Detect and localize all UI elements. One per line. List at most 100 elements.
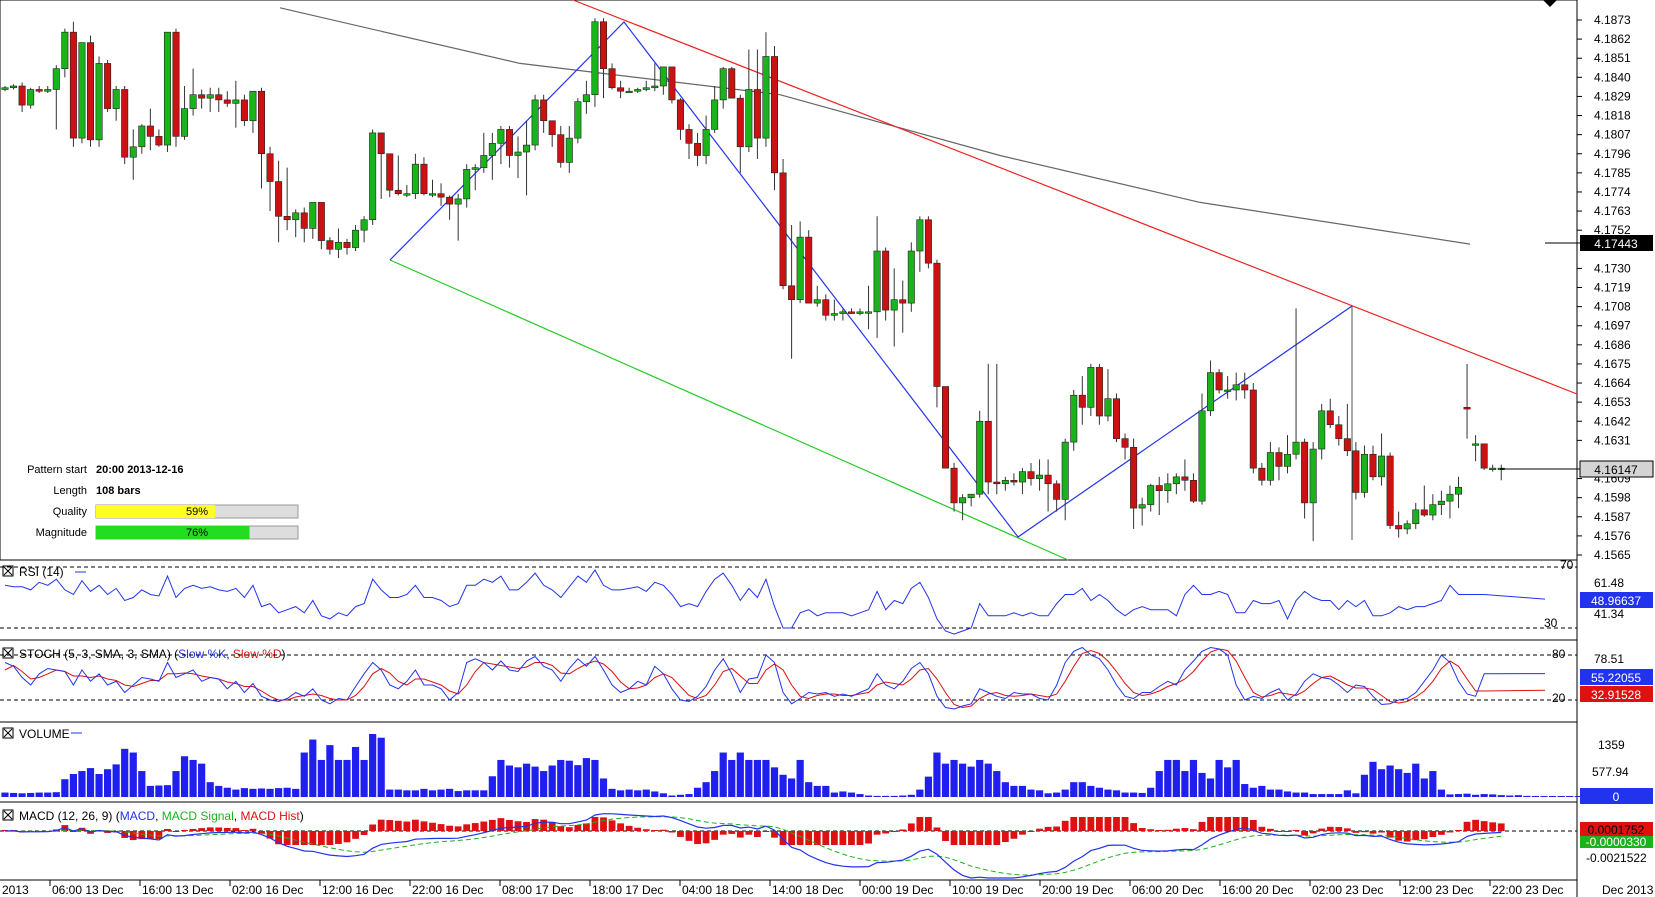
candle-body bbox=[18, 85, 26, 106]
macd-hist-bar bbox=[1352, 831, 1360, 833]
volume-bar bbox=[540, 771, 548, 797]
candle-body bbox=[933, 262, 941, 387]
svg-text:48.96637: 48.96637 bbox=[1591, 594, 1641, 608]
macd-hist-bar bbox=[1224, 817, 1232, 831]
volume-bar bbox=[788, 778, 796, 797]
macd-hist-bar bbox=[292, 831, 300, 845]
stoch-close-icon[interactable] bbox=[2, 647, 14, 659]
candle-body bbox=[352, 229, 360, 248]
macd-hist-bar bbox=[1232, 817, 1240, 831]
candlestick-series bbox=[1, 18, 1505, 542]
price-tick-label: 4.1851 bbox=[1594, 51, 1631, 65]
macd-hist-bar bbox=[1267, 828, 1274, 831]
svg-text:-0.0021522: -0.0021522 bbox=[1586, 851, 1647, 865]
candle-body bbox=[702, 129, 710, 156]
panel-frames bbox=[0, 0, 1578, 897]
volume-bar bbox=[676, 794, 685, 797]
volume-bar bbox=[1446, 794, 1454, 797]
candle-body bbox=[1352, 450, 1360, 493]
macd-hist-bar bbox=[634, 827, 642, 831]
candle-body bbox=[685, 129, 693, 144]
candle-body bbox=[317, 202, 325, 241]
macd-hist-bar bbox=[642, 829, 650, 831]
candle-body bbox=[223, 99, 231, 104]
macd-hist-bar bbox=[617, 823, 624, 831]
macd-hist-bar bbox=[377, 819, 385, 831]
candle-body bbox=[856, 311, 864, 314]
macd-hist-bar bbox=[1438, 831, 1445, 835]
candle-body bbox=[1249, 389, 1257, 469]
candle-body bbox=[753, 89, 761, 139]
time-tick-label: 18:00 17 Dec bbox=[592, 883, 663, 897]
rsi-line bbox=[4, 569, 1546, 635]
volume-bar bbox=[745, 759, 753, 797]
candle-body bbox=[129, 146, 137, 158]
macd-hist-bar bbox=[155, 831, 163, 840]
macd-close-icon[interactable] bbox=[2, 809, 14, 821]
candle-body bbox=[215, 94, 223, 101]
volume-bar bbox=[232, 789, 240, 797]
price-tick-label: 4.1774 bbox=[1594, 185, 1631, 199]
time-tick-label: 02:00 16 Dec bbox=[232, 883, 303, 897]
macd-hist-bar bbox=[830, 831, 838, 845]
candle-body bbox=[283, 215, 291, 221]
candle-body bbox=[1480, 443, 1488, 469]
macd-hist-bar bbox=[719, 831, 727, 835]
macd-hist-bar bbox=[1335, 827, 1343, 831]
time-tick-label: 06:00 13 Dec bbox=[52, 883, 123, 897]
volume-bar bbox=[736, 752, 744, 797]
volume-bar bbox=[933, 752, 941, 797]
volume-bar bbox=[1044, 793, 1052, 797]
volume-bar bbox=[864, 795, 873, 797]
footer-month-label: Dec 2013 bbox=[1602, 883, 1654, 897]
macd-hist-bar bbox=[942, 831, 949, 841]
macd-hist-bar bbox=[326, 831, 334, 845]
volume-bar bbox=[941, 763, 950, 797]
price-tick-label: 4.1829 bbox=[1594, 89, 1631, 103]
candle-body bbox=[1463, 407, 1471, 410]
volume-bar bbox=[1027, 789, 1035, 797]
macd-hist-bar bbox=[232, 828, 240, 831]
volume-bar bbox=[531, 766, 539, 797]
rsi-close-icon[interactable] bbox=[2, 565, 14, 577]
volume-bar bbox=[1540, 796, 1548, 797]
scroll-marker-icon[interactable] bbox=[1543, 0, 1557, 7]
volume-bar bbox=[360, 759, 368, 797]
candle-body bbox=[711, 99, 719, 130]
candle-body bbox=[300, 212, 308, 229]
macd-hist-bar bbox=[1113, 817, 1120, 831]
macd-hist-bar bbox=[813, 831, 821, 845]
macd-hist-bar bbox=[369, 824, 377, 831]
candle-body bbox=[557, 134, 565, 163]
volume-bar bbox=[1472, 794, 1480, 797]
macd-hist-bar bbox=[1472, 819, 1479, 831]
macd-hist-bar bbox=[1429, 831, 1437, 837]
volume-bar bbox=[1198, 772, 1206, 797]
macd-hist-bar bbox=[506, 819, 513, 831]
macd-hist-bar bbox=[189, 828, 197, 831]
svg-text:-0.0000330: -0.0000330 bbox=[1586, 835, 1647, 849]
price-tick-label: 4.1675 bbox=[1594, 357, 1631, 371]
volume-bar bbox=[283, 787, 291, 797]
candle-body bbox=[1386, 455, 1394, 526]
candle-body bbox=[240, 99, 248, 122]
volume-bar bbox=[959, 763, 967, 797]
macd-hist-bar bbox=[488, 819, 496, 831]
volume-bar bbox=[471, 790, 479, 797]
price-tick-label: 4.1840 bbox=[1594, 70, 1631, 84]
price-tick-label: 4.1598 bbox=[1594, 491, 1631, 505]
candle-body bbox=[1266, 452, 1274, 481]
volume-bar bbox=[1369, 761, 1377, 797]
volume-close-icon[interactable] bbox=[2, 727, 14, 739]
volume-bar bbox=[728, 759, 736, 797]
volume-bar bbox=[1078, 782, 1086, 797]
volume-bar bbox=[1018, 785, 1027, 797]
candle-body bbox=[1155, 485, 1163, 492]
macd-hist-bar bbox=[967, 831, 975, 845]
volume-bar bbox=[1215, 759, 1223, 797]
volume-bar bbox=[428, 790, 437, 797]
candle-body bbox=[574, 101, 582, 139]
candle-body bbox=[309, 202, 317, 229]
volume-bar bbox=[668, 795, 676, 797]
